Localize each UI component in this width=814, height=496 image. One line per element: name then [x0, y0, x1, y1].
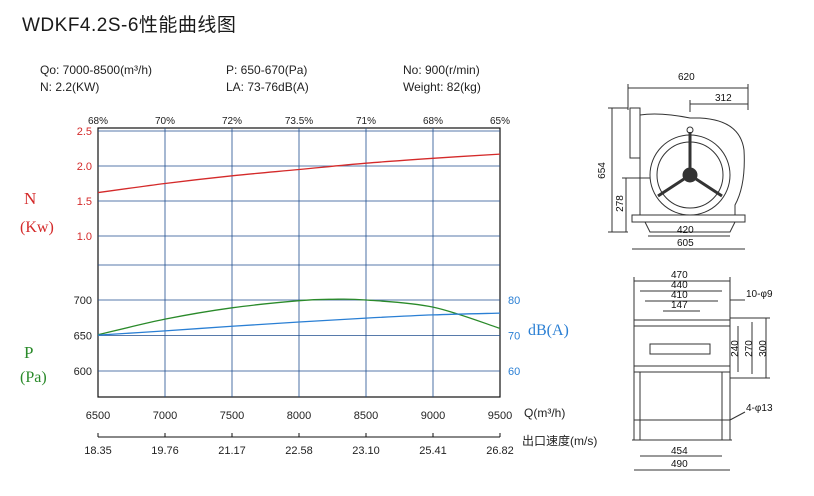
velocity-tick-label: 21.17: [218, 445, 246, 457]
n-tick-label: 2.0: [77, 161, 92, 173]
x-tick-label: 8000: [287, 410, 311, 422]
x-tick-label: 9500: [488, 410, 512, 422]
p-tick-label: 600: [74, 366, 92, 378]
dim-4-phi13: 4-φ13: [746, 403, 773, 414]
x-tick-label: 8500: [354, 410, 378, 422]
series-line-noise: [97, 312, 501, 336]
p-axis-title: P: [24, 343, 33, 362]
spec-weight: Weight: 82(kg): [403, 80, 481, 94]
velocity-tick-label: 19.76: [151, 445, 179, 457]
dim-654: 654: [596, 162, 608, 179]
dim-410: 410: [671, 290, 688, 301]
spec-noise: LA: 73-76dB(A): [226, 80, 309, 94]
n-tick-label: 2.5: [77, 126, 92, 138]
spec-speed: No: 900(r/min): [403, 63, 480, 77]
x-tick-label: 9000: [421, 410, 445, 422]
series-line-power: [97, 153, 501, 194]
efficiency-label: 72%: [222, 116, 242, 127]
spec-pressure: P: 650-670(Pa): [226, 63, 308, 77]
dim-278: 278: [614, 195, 626, 212]
x-tick-label: 6500: [86, 410, 110, 422]
efficiency-label: 65%: [490, 116, 510, 127]
dim-440: 440: [671, 280, 688, 291]
db-tick-label: 70: [508, 331, 520, 343]
efficiency-label: 71%: [356, 116, 376, 127]
x-axis-title: Q(m³/h): [524, 406, 565, 420]
x-tick-label: 7500: [220, 410, 244, 422]
dim-490: 490: [671, 459, 688, 470]
db-tick-label: 80: [508, 295, 520, 307]
dim-10-phi9: 10-φ9: [746, 289, 773, 300]
dim-470: 470: [671, 270, 688, 281]
dim-300: 300: [757, 340, 769, 357]
efficiency-label: 70%: [155, 116, 175, 127]
page-title: WDKF4.2S-6性能曲线图: [22, 15, 237, 36]
db-tick-label: 60: [508, 366, 520, 378]
series-line-pressure: [97, 298, 501, 336]
efficiency-label: 73.5%: [285, 116, 313, 127]
efficiency-label: 68%: [423, 116, 443, 127]
p-axis-unit: (Pa): [20, 369, 47, 386]
spec-flow: Qo: 7000-8500(m³/h): [40, 63, 153, 77]
velocity-tick-label: 23.10: [352, 445, 380, 457]
velocity-tick-label: 26.82: [486, 445, 514, 457]
spec-power: N: 2.2(KW): [40, 80, 100, 94]
n-axis-title: N: [24, 189, 36, 208]
dim-240: 240: [729, 340, 741, 357]
velocity-axis-title: 出口速度(m/s): [522, 433, 597, 448]
db-axis-title: dB(A): [528, 322, 569, 339]
p-tick-label: 700: [74, 295, 92, 307]
p-tick-label: 650: [74, 331, 92, 343]
velocity-tick-label: 18.35: [84, 445, 112, 457]
n-tick-label: 1.5: [77, 196, 92, 208]
efficiency-label: 68%: [88, 116, 108, 127]
velocity-tick-label: 25.41: [419, 445, 447, 457]
velocity-tick-label: 22.58: [285, 445, 313, 457]
dim-454: 454: [671, 446, 688, 457]
dim-420: 420: [677, 225, 694, 236]
dim-147: 147: [671, 300, 688, 311]
x-tick-label: 7000: [153, 410, 177, 422]
dim-270: 270: [743, 340, 755, 357]
dim-312: 312: [715, 93, 732, 104]
dim-605: 605: [677, 238, 694, 249]
n-tick-label: 1.0: [77, 231, 92, 243]
n-axis-unit: (Kw): [20, 219, 54, 236]
dim-620: 620: [678, 72, 695, 83]
